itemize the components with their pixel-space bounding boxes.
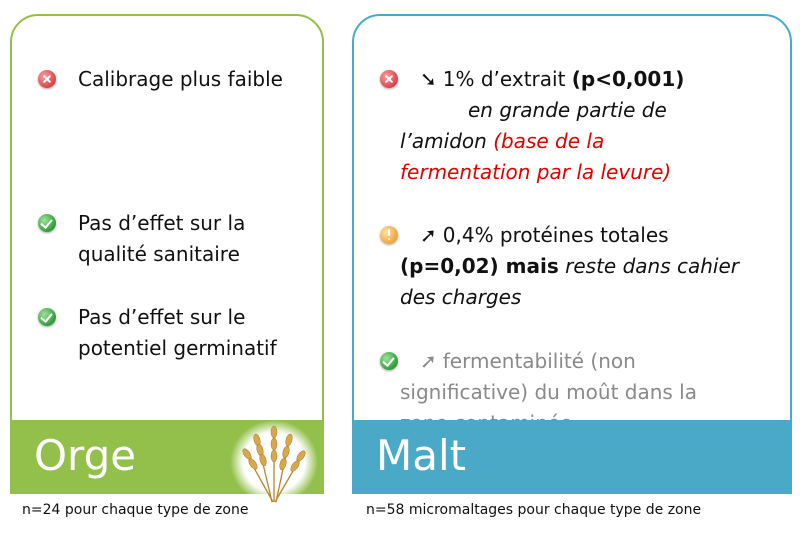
malt-item-stat: (p<0,001) <box>571 67 685 91</box>
orge-item-sanitaire: Pas d’effet sur la qualité sanitaire <box>38 208 288 270</box>
malt-item-text-block: ➚ 0,4% protéines totales <box>420 220 760 251</box>
malt-item-highlight: (base de la <box>493 129 605 153</box>
arrow-up-icon: ➚ <box>420 223 437 247</box>
orge-item-line: potentiel germinatif <box>78 336 277 360</box>
malt-item-text-block: ➘ 1% d’extrait (p<0,001) en grande partie… <box>420 64 760 126</box>
malt-item-text: 0,4% protéines totales <box>442 223 669 247</box>
malt-footer-label: Malt <box>354 420 790 492</box>
malt-item-extrait: ➘ 1% d’extrait (p<0,001) en grande partie… <box>380 64 760 188</box>
check-icon <box>38 214 56 232</box>
orge-item-line: Pas d’effet sur le <box>78 305 246 329</box>
malt-item-text-block: ➚ fermentabilité (non <box>420 346 760 377</box>
check-icon <box>380 352 398 370</box>
malt-caption: n=58 micromaltages pour chaque type de z… <box>366 502 702 518</box>
cross-icon <box>380 70 398 88</box>
malt-item-highlight: fermentation par la levure) <box>400 160 672 184</box>
orge-item-text-block: Pas d’effet sur le potentiel germinatif <box>78 302 288 364</box>
malt-item-stat: (p=0,02) mais <box>400 254 559 278</box>
malt-item-continuation: l’amidon (base de la fermentation par la… <box>400 126 760 188</box>
malt-item-line: fermentabilité (non <box>442 349 636 373</box>
cross-icon <box>38 70 56 88</box>
malt-item-continuation: (p=0,02) mais reste dans cahier des char… <box>400 251 760 313</box>
orge-item-text-block: Pas d’effet sur la qualité sanitaire <box>78 208 288 270</box>
orge-item-germinatif: Pas d’effet sur le potentiel germinatif <box>38 302 288 364</box>
check-icon <box>38 308 56 326</box>
orge-item-calibrage: Calibrage plus faible <box>38 64 288 95</box>
malt-item-text: 1% d’extrait <box>442 67 566 91</box>
malt-item-proteines: ➚ 0,4% protéines totales (p=0,02) mais re… <box>380 220 760 313</box>
wheat-icon <box>230 420 318 504</box>
malt-item-line: l’amidon <box>400 129 487 153</box>
arrow-down-icon: ➘ <box>420 67 437 91</box>
orge-item-text: Calibrage plus faible <box>78 67 283 91</box>
orge-item-line: Pas d’effet sur la <box>78 211 246 235</box>
orge-item-line: qualité sanitaire <box>78 242 240 266</box>
orge-panel: Calibrage plus faible Pas d’effet sur la… <box>10 14 324 494</box>
malt-panel: ➘ 1% d’extrait (p<0,001) en grande partie… <box>352 14 792 494</box>
arrow-up-icon: ➚ <box>420 349 437 373</box>
orge-caption: n=24 pour chaque type de zone <box>22 502 249 518</box>
malt-item-line: en grande partie de <box>468 98 667 122</box>
malt-item-line: significative) du moût dans la <box>400 380 697 404</box>
warning-icon <box>380 226 398 244</box>
malt-item-line: des charges <box>400 285 522 309</box>
malt-item-line: reste dans cahier <box>565 254 739 278</box>
